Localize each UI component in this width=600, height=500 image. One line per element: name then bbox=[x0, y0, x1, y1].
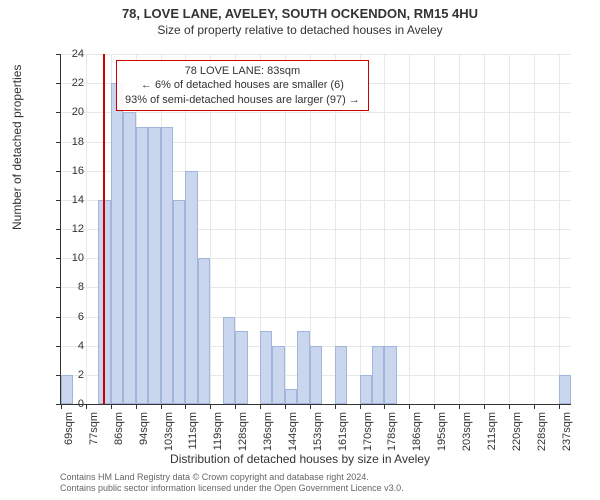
xtick bbox=[509, 404, 510, 409]
xtick bbox=[161, 404, 162, 409]
info-line3: 93% of semi-detached houses are larger (… bbox=[125, 93, 360, 107]
xtick bbox=[235, 404, 236, 409]
ytick-label: 18 bbox=[44, 136, 84, 148]
chart-subtitle: Size of property relative to detached ho… bbox=[0, 21, 600, 37]
xtick-label: 94sqm bbox=[138, 412, 150, 472]
histogram-bar bbox=[384, 346, 396, 404]
histogram-bar bbox=[111, 83, 123, 404]
chart-area: 78 LOVE LANE: 83sqm← 6% of detached hous… bbox=[60, 54, 570, 404]
gridline-v bbox=[484, 54, 485, 404]
ytick-label: 4 bbox=[44, 340, 84, 352]
xtick bbox=[136, 404, 137, 409]
xtick-label: 203sqm bbox=[461, 412, 473, 472]
gridline-v bbox=[409, 54, 410, 404]
xtick bbox=[360, 404, 361, 409]
xtick bbox=[260, 404, 261, 409]
xtick bbox=[534, 404, 535, 409]
ytick-label: 20 bbox=[44, 106, 84, 118]
ytick-label: 10 bbox=[44, 252, 84, 264]
xtick-label: 186sqm bbox=[411, 412, 423, 472]
gridline-v bbox=[534, 54, 535, 404]
xtick bbox=[459, 404, 460, 409]
ytick-label: 24 bbox=[44, 48, 84, 60]
histogram-bar bbox=[198, 258, 210, 404]
xtick bbox=[210, 404, 211, 409]
info-box: 78 LOVE LANE: 83sqm← 6% of detached hous… bbox=[116, 60, 369, 111]
ytick-label: 2 bbox=[44, 369, 84, 381]
plot-region: 78 LOVE LANE: 83sqm← 6% of detached hous… bbox=[60, 54, 571, 405]
xtick-label: 86sqm bbox=[113, 412, 125, 472]
histogram-bar bbox=[173, 200, 185, 404]
ytick-label: 12 bbox=[44, 223, 84, 235]
xtick-label: 69sqm bbox=[63, 412, 75, 472]
histogram-bar bbox=[148, 127, 160, 404]
ytick-label: 6 bbox=[44, 311, 84, 323]
histogram-bar bbox=[285, 389, 297, 404]
xtick-label: 178sqm bbox=[386, 412, 398, 472]
xtick bbox=[335, 404, 336, 409]
marker-line bbox=[103, 54, 105, 404]
info-line2: ← 6% of detached houses are smaller (6) bbox=[125, 78, 360, 92]
ytick-label: 16 bbox=[44, 165, 84, 177]
histogram-bar bbox=[297, 331, 309, 404]
y-axis-label: Number of detached properties bbox=[10, 65, 24, 230]
xtick-label: 128sqm bbox=[237, 412, 249, 472]
ytick-label: 22 bbox=[44, 77, 84, 89]
xtick bbox=[310, 404, 311, 409]
xtick bbox=[409, 404, 410, 409]
xtick-label: 195sqm bbox=[436, 412, 448, 472]
ytick-label: 14 bbox=[44, 194, 84, 206]
histogram-bar bbox=[223, 317, 235, 405]
histogram-bar bbox=[185, 171, 197, 404]
xtick bbox=[185, 404, 186, 409]
xtick bbox=[384, 404, 385, 409]
chart-title: 78, LOVE LANE, AVELEY, SOUTH OCKENDON, R… bbox=[0, 0, 600, 21]
gridline-v bbox=[459, 54, 460, 404]
xtick bbox=[434, 404, 435, 409]
xtick bbox=[484, 404, 485, 409]
histogram-bar bbox=[260, 331, 272, 404]
xtick-label: 170sqm bbox=[362, 412, 374, 472]
xtick-label: 211sqm bbox=[486, 412, 498, 472]
gridline-h bbox=[61, 112, 571, 113]
xtick-label: 77sqm bbox=[88, 412, 100, 472]
ytick-label: 0 bbox=[44, 398, 84, 410]
info-line1: 78 LOVE LANE: 83sqm bbox=[125, 64, 360, 78]
gridline-v bbox=[434, 54, 435, 404]
histogram-bar bbox=[123, 112, 135, 404]
ytick-label: 8 bbox=[44, 281, 84, 293]
gridline-v bbox=[559, 54, 560, 404]
xtick bbox=[86, 404, 87, 409]
footer-attribution: Contains HM Land Registry data © Crown c… bbox=[60, 472, 404, 494]
xtick-label: 136sqm bbox=[262, 412, 274, 472]
histogram-bar bbox=[360, 375, 372, 404]
xtick-label: 119sqm bbox=[212, 412, 224, 472]
histogram-bar bbox=[136, 127, 148, 404]
footer-line2: Contains public sector information licen… bbox=[60, 483, 404, 494]
xtick-label: 237sqm bbox=[561, 412, 573, 472]
histogram-bar bbox=[161, 127, 173, 404]
histogram-bar bbox=[310, 346, 322, 404]
xtick bbox=[559, 404, 560, 409]
xtick-label: 111sqm bbox=[187, 412, 199, 472]
histogram-bar bbox=[372, 346, 384, 404]
gridline-h bbox=[61, 54, 571, 55]
histogram-bar bbox=[235, 331, 247, 404]
xtick-label: 220sqm bbox=[511, 412, 523, 472]
histogram-bar bbox=[272, 346, 284, 404]
xtick-label: 228sqm bbox=[536, 412, 548, 472]
gridline-v bbox=[86, 54, 87, 404]
xtick-label: 153sqm bbox=[312, 412, 324, 472]
xtick bbox=[285, 404, 286, 409]
xtick-label: 103sqm bbox=[163, 412, 175, 472]
xtick bbox=[111, 404, 112, 409]
histogram-bar bbox=[559, 375, 571, 404]
footer-line1: Contains HM Land Registry data © Crown c… bbox=[60, 472, 404, 483]
xtick-label: 144sqm bbox=[287, 412, 299, 472]
gridline-v bbox=[509, 54, 510, 404]
histogram-bar bbox=[335, 346, 347, 404]
xtick-label: 161sqm bbox=[337, 412, 349, 472]
